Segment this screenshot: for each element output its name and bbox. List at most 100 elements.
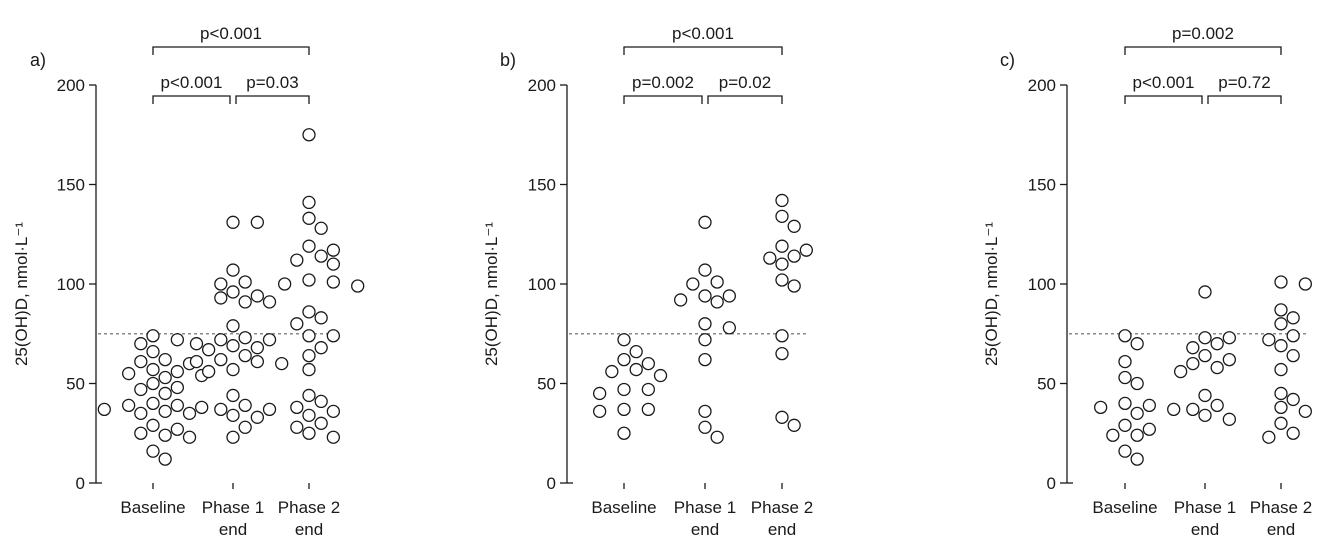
data-point [763, 251, 777, 265]
data-point [214, 402, 228, 417]
data-point [775, 346, 789, 361]
data-point [799, 243, 813, 257]
data-point [146, 376, 160, 391]
data-point [195, 400, 209, 415]
data-point [1198, 331, 1212, 345]
data-point [262, 295, 277, 309]
p-value-label: p<0.001 [672, 24, 734, 43]
data-point [302, 329, 316, 343]
data-point [1274, 400, 1288, 415]
data-point [653, 368, 668, 383]
data-point [710, 430, 724, 444]
data-point [686, 277, 700, 291]
y-tick-label: 150 [528, 176, 556, 195]
data-point [1210, 360, 1224, 375]
significance-bracket [623, 46, 783, 55]
data-point [250, 341, 264, 355]
data-point [146, 418, 160, 432]
data-point [314, 249, 328, 263]
data-point [775, 239, 789, 253]
data-point [275, 356, 289, 371]
chart-panel: 0 50 100 150 200 Baseline Phase 1 end Phase 2 end… [482, 24, 813, 539]
data-point [122, 366, 136, 381]
data-point [202, 343, 216, 357]
data-point [250, 289, 264, 303]
data-point [134, 426, 148, 440]
x-category-label: Baseline [120, 498, 185, 517]
data-point [787, 418, 801, 432]
data-point [214, 291, 228, 305]
data-point [182, 430, 197, 444]
data-point [158, 404, 172, 419]
p-value-label: p<0.001 [200, 24, 262, 43]
data-point [134, 406, 148, 421]
data-point [302, 305, 316, 319]
y-tick-label: 50 [537, 375, 556, 394]
data-point [326, 404, 340, 419]
data-point [262, 333, 277, 347]
y-tick-label: 0 [76, 474, 85, 493]
data-point [214, 333, 228, 347]
data-point [170, 364, 184, 379]
data-point [326, 257, 340, 271]
p-value-label: p<0.001 [161, 73, 223, 92]
data-point [1186, 356, 1200, 371]
data-point [698, 352, 712, 367]
data-point [593, 386, 607, 401]
data-point [1298, 404, 1312, 419]
data-point [226, 339, 240, 353]
p-value-label: p=0.03 [246, 73, 298, 92]
data-point [302, 388, 316, 403]
x-category-label: Phase 2 end [278, 498, 340, 539]
data-point [290, 317, 304, 331]
p-value-label: p=0.72 [1218, 73, 1270, 92]
data-point [146, 444, 160, 458]
data-point [170, 422, 184, 436]
data-point [698, 333, 712, 347]
data-point [158, 370, 172, 385]
data-point [641, 402, 655, 417]
data-point [1274, 339, 1288, 353]
data-point [1106, 428, 1120, 442]
data-point [1186, 402, 1200, 417]
data-point [1167, 402, 1181, 417]
data-point [314, 341, 328, 355]
data-point [593, 404, 607, 419]
data-point [290, 253, 304, 267]
data-point [1118, 396, 1132, 411]
data-point [170, 333, 184, 347]
data-point [238, 295, 252, 309]
data-point [146, 396, 160, 411]
data-point [158, 452, 172, 466]
data-point [302, 195, 316, 210]
y-axis-label: 25(OH)D, nmol·L⁻¹ [482, 222, 501, 366]
data-point [775, 209, 789, 223]
data-point [302, 273, 316, 287]
data-point [226, 215, 240, 229]
panel-label: b) [500, 50, 516, 70]
data-point [1298, 277, 1312, 291]
data-point [698, 404, 712, 419]
data-point [1198, 285, 1212, 299]
data-point [641, 382, 655, 397]
data-point [146, 329, 160, 343]
data-point [1210, 337, 1224, 351]
chart-panel: 0 50 100 150 200 Baseline Phase 1 end Phase 2 end… [982, 24, 1312, 539]
data-point [226, 285, 240, 299]
data-point [158, 428, 172, 442]
panel-label: c) [1000, 50, 1015, 70]
data-point [226, 263, 240, 277]
data-point [314, 416, 328, 430]
data-point [1274, 386, 1288, 401]
data-point [302, 128, 316, 142]
data-point [1274, 416, 1288, 430]
data-point [134, 354, 148, 369]
data-point [158, 386, 172, 401]
data-point [226, 430, 240, 444]
data-point [1118, 354, 1132, 369]
data-point [170, 398, 184, 413]
data-point [1118, 444, 1132, 458]
x-category-label: Phase 2 end [751, 498, 813, 539]
data-point [1094, 400, 1108, 415]
